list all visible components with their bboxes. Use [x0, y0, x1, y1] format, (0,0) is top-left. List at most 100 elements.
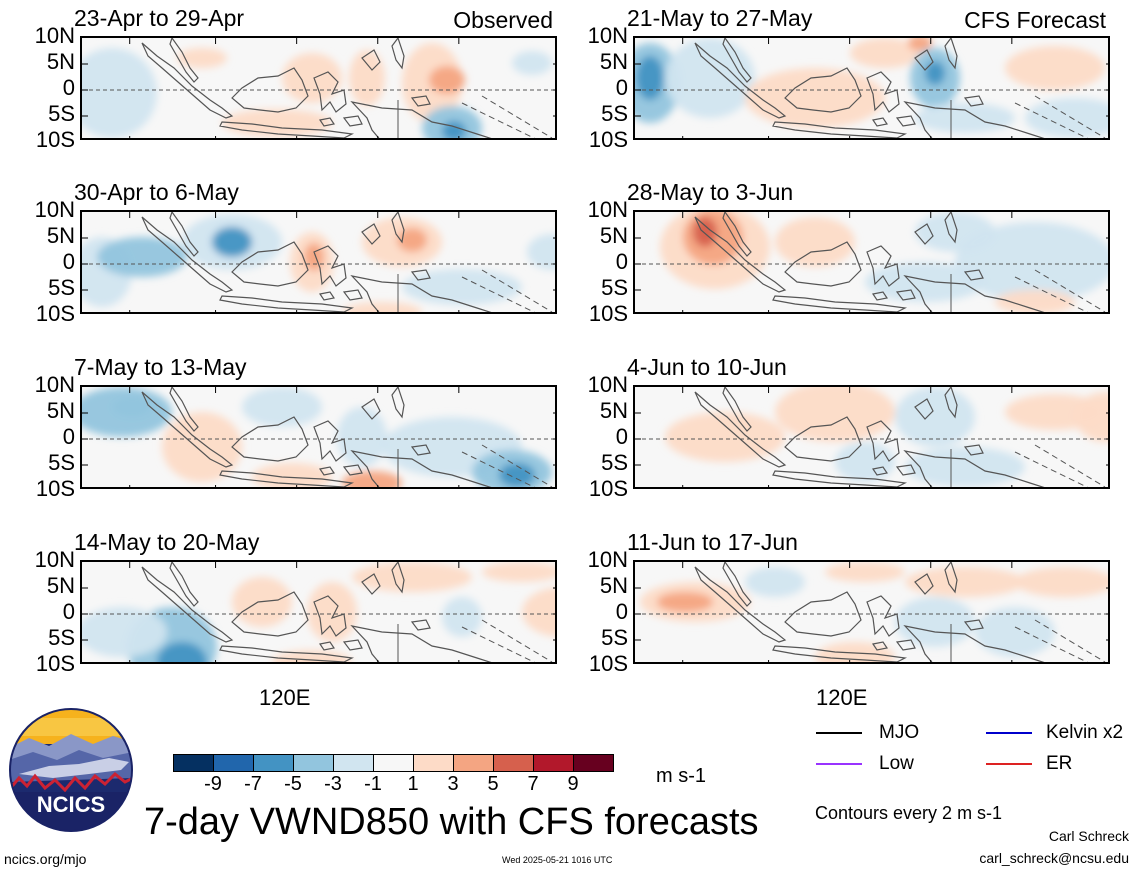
y-tick-label: 10N	[34, 547, 75, 572]
border-line	[481, 619, 553, 662]
y-tick-label: 5N	[599, 223, 628, 248]
coastline	[963, 269, 984, 281]
border-line	[1034, 95, 1106, 138]
coastline	[903, 275, 1045, 312]
anomaly-blob	[337, 407, 387, 467]
coastline	[231, 416, 309, 462]
anomaly-field	[635, 387, 1108, 487]
anomaly-blob	[995, 290, 1075, 312]
colorbar-swatch	[493, 754, 534, 772]
anomaly-blob	[499, 463, 535, 487]
ncics-logo: NCICS	[9, 708, 133, 832]
author-email[interactable]: carl_schreck@ncsu.edu	[979, 850, 1129, 866]
anomaly-blob	[252, 463, 332, 487]
anomaly-field	[82, 212, 555, 312]
anomaly-blob	[522, 587, 555, 637]
colorbar-tick-label: 1	[407, 773, 419, 795]
legend-label-mjo: MJO	[879, 722, 920, 743]
coastline	[391, 387, 405, 419]
y-tick-label: 5N	[599, 398, 628, 423]
panel-title: 4-Jun to 10-Jun	[627, 354, 787, 380]
coastline	[361, 398, 381, 420]
site-link[interactable]: ncics.org/mjo	[4, 851, 87, 867]
y-tick-label: 5N	[46, 398, 75, 423]
anomaly-blob	[905, 567, 1025, 597]
panel-title: 23-Apr to 29-Apr	[74, 5, 245, 31]
y-tick-label: 0	[62, 75, 75, 100]
coastline	[694, 216, 787, 293]
legend-label-er: ER	[1046, 753, 1073, 774]
anomaly-blob	[177, 48, 227, 68]
anomaly-blob	[835, 442, 895, 482]
colorbar-units: m s-1	[656, 765, 706, 787]
panel-title: 11-Jun to 17-Jun	[627, 529, 798, 555]
panel-title: 21-May to 27-May	[627, 5, 813, 31]
y-tick-label: 10N	[587, 547, 628, 572]
coastline	[872, 291, 888, 301]
anomaly-blob	[242, 387, 322, 427]
coastline	[410, 95, 431, 107]
coastline	[313, 71, 347, 113]
map-panel	[80, 560, 557, 664]
coastline	[319, 466, 335, 476]
coastline	[872, 117, 888, 127]
anomaly-blob	[955, 222, 1108, 302]
coastline	[784, 241, 862, 287]
anomaly-blob	[850, 38, 920, 68]
coastline	[895, 464, 916, 476]
border-line	[1014, 626, 1088, 662]
coastline	[141, 566, 234, 643]
anomaly-blob	[342, 471, 402, 487]
y-tick-label: 0	[62, 249, 75, 274]
coastline	[391, 562, 405, 594]
anomaly-blob	[442, 597, 482, 637]
coastline	[319, 117, 335, 127]
coastline	[866, 595, 900, 637]
y-tick-label: 0	[615, 424, 628, 449]
colorbar-swatch	[573, 754, 614, 772]
coastline	[772, 645, 908, 662]
coastline	[169, 387, 199, 432]
colorbar-swatch	[173, 754, 214, 772]
coastline	[342, 464, 363, 476]
anomaly-field	[82, 562, 555, 662]
border-line	[481, 444, 553, 487]
author-name: Carl Schreck	[1048, 828, 1129, 844]
anomaly-field	[635, 38, 1108, 138]
map-panel	[633, 36, 1110, 140]
map-panel	[80, 36, 557, 140]
x-tick-120e-right: 120E	[816, 685, 868, 710]
anomaly-blob	[342, 302, 422, 312]
colorbar-swatch	[533, 754, 574, 772]
coastline	[694, 566, 787, 643]
colorbar-swatch	[213, 754, 254, 772]
coastline	[872, 466, 888, 476]
y-tick-label: 5N	[46, 573, 75, 598]
border-line	[461, 626, 535, 662]
anomaly-blob	[222, 109, 332, 137]
coastline	[313, 595, 347, 637]
panel-title: 30-Apr to 6-May	[74, 179, 239, 205]
coastline	[169, 562, 199, 607]
coastline	[772, 121, 908, 138]
coastline	[895, 289, 916, 301]
y-tick-label: 5S	[48, 275, 75, 300]
coastline	[872, 641, 888, 651]
anomaly-blob	[745, 68, 885, 128]
anomaly-blob	[1015, 567, 1108, 597]
y-tick-label: 0	[62, 599, 75, 624]
y-tick-label: 5N	[599, 573, 628, 598]
panel-title: 7-May to 13-May	[74, 354, 247, 380]
coastline	[319, 291, 335, 301]
border-line	[461, 451, 535, 487]
y-tick-label: 10N	[34, 372, 75, 397]
anomaly-blob	[402, 269, 522, 305]
anomaly-blob	[97, 237, 187, 277]
coastline	[361, 223, 381, 245]
anomaly-blob	[975, 607, 1055, 657]
y-tick-label: 0	[615, 249, 628, 274]
coastline	[231, 67, 309, 113]
coastline	[231, 241, 309, 287]
coastline	[914, 573, 934, 595]
anomaly-blob	[915, 103, 1015, 133]
